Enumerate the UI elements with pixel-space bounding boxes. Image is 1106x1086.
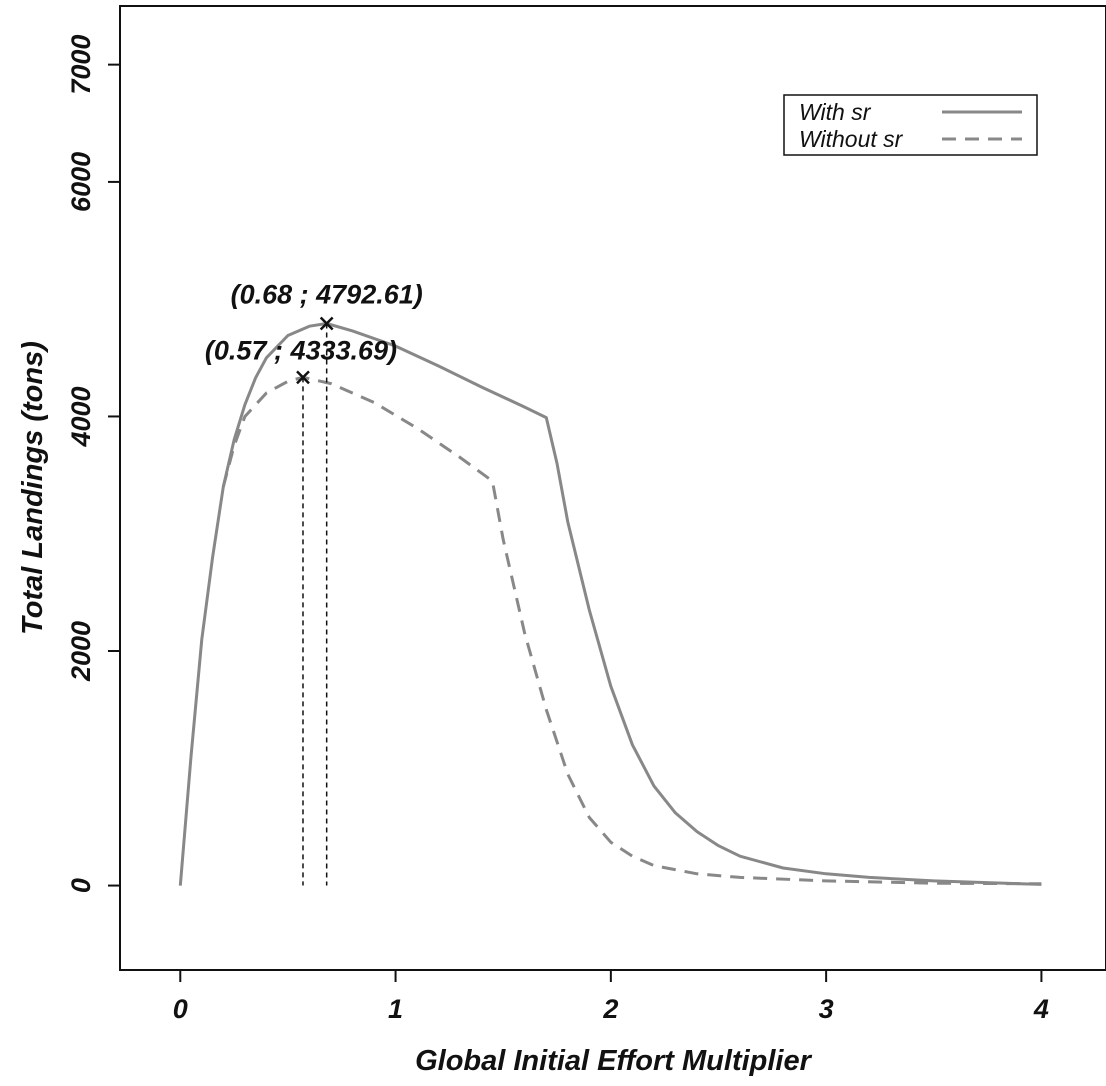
legend-label-without-sr: Without sr <box>799 126 904 152</box>
annotations: (0.68 ; 4792.61) (0.57 ; 4333.69) <box>205 280 423 886</box>
x-tick-label: 1 <box>388 994 403 1024</box>
y-tick-label: 7000 <box>66 35 96 95</box>
peak-marker <box>296 370 310 385</box>
series-lines <box>178 322 1042 886</box>
x-tick-label: 3 <box>819 994 834 1024</box>
y-tick-label: 6000 <box>66 152 96 212</box>
y-tick-label: 4000 <box>66 386 96 447</box>
x-axis-title: Global Initial Effort Multiplier <box>415 1045 813 1077</box>
x-tick-label: 0 <box>173 994 188 1024</box>
peak-label: (0.68 ; 4792.61) <box>231 280 423 310</box>
axes: 0 1 2 3 4 0 2000 4000 6000 7000 <box>66 35 1049 1024</box>
peak-label: (0.57 ; 4333.69) <box>205 335 397 365</box>
series-line-with-sr <box>178 322 1042 886</box>
y-axis-title: Total Landings (tons) <box>17 341 49 635</box>
plot-frame <box>119 5 1106 971</box>
x-tick-label: 2 <box>602 994 618 1024</box>
y-tick-label: 0 <box>66 878 96 893</box>
legend-label-with-sr: With sr <box>799 99 872 125</box>
legend: With sr Without sr <box>783 94 1038 156</box>
x-tick-label: 4 <box>1033 994 1049 1024</box>
series-line-without-sr <box>221 375 1042 886</box>
legend-box <box>783 94 1038 156</box>
peak-marker <box>319 316 334 331</box>
y-tick-label: 2000 <box>66 621 96 682</box>
